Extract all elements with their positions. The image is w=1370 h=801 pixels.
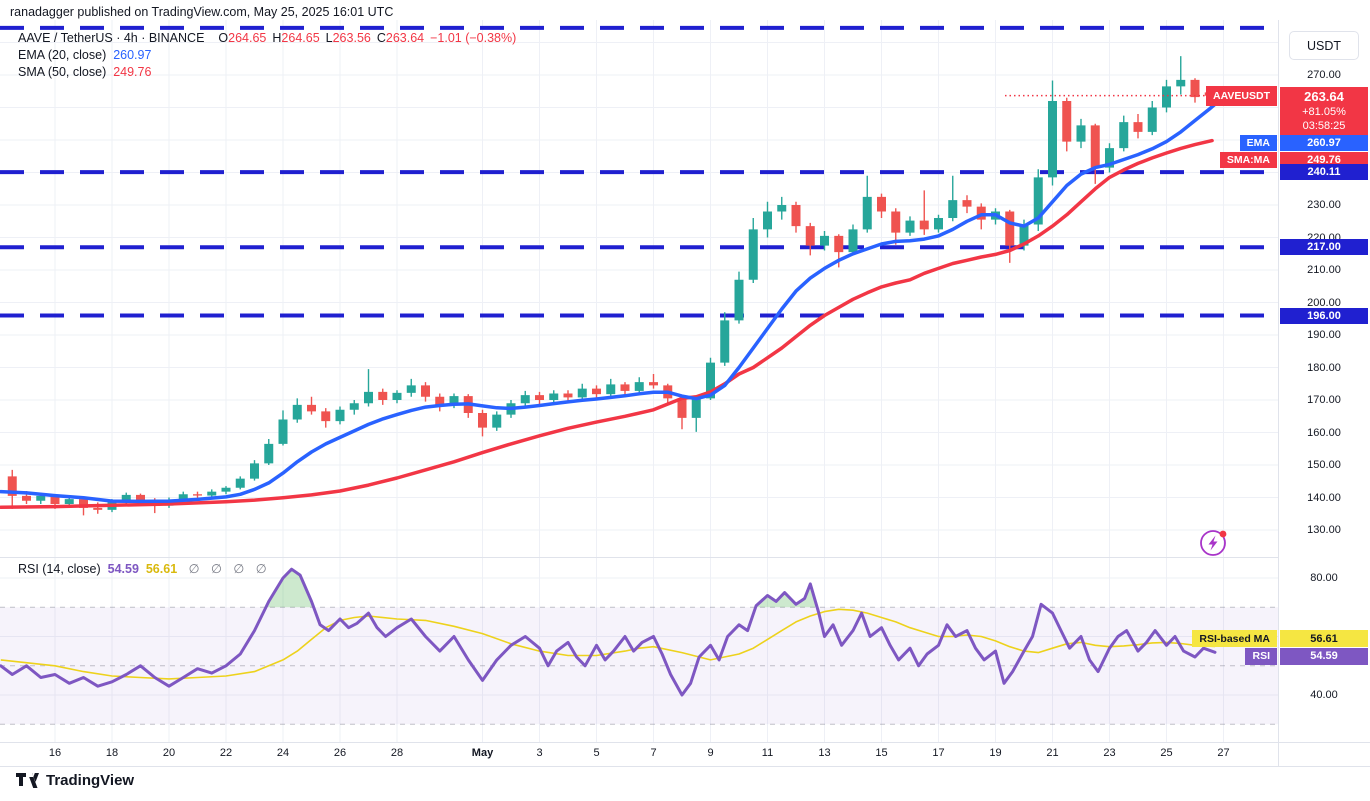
ema-value: 260.97 bbox=[113, 48, 152, 62]
price-tick: 170.00 bbox=[1307, 394, 1341, 406]
time-tick: 22 bbox=[219, 747, 233, 759]
level-axis-badge: 240.11 bbox=[1280, 164, 1368, 181]
published-header: ranadagger published on TradingView.com,… bbox=[10, 5, 394, 19]
time-tick: 18 bbox=[105, 747, 119, 759]
rsi-overbought-fill bbox=[265, 569, 314, 608]
sma-line-label: SMA:MA bbox=[1219, 151, 1277, 168]
rsi-line-label: RSI bbox=[1245, 647, 1277, 665]
time-tick: 7 bbox=[650, 747, 657, 759]
ema-axis-badge: 260.97 bbox=[1280, 135, 1368, 151]
sma-value: 249.76 bbox=[113, 65, 152, 79]
time-tick: 26 bbox=[333, 747, 347, 759]
price-tick: 150.00 bbox=[1307, 459, 1341, 471]
rsi-tick: 80.00 bbox=[1310, 572, 1338, 584]
time-tick: 5 bbox=[593, 747, 600, 759]
change-value: −1.01 (−0.38%) bbox=[430, 31, 517, 45]
symbol-title: AAVE / TetherUS · 4h · BINANCE bbox=[18, 31, 205, 45]
ema-label: EMA (20, close) bbox=[18, 48, 107, 62]
sma-axis-badge: 249.76 bbox=[1280, 151, 1368, 168]
rsi-ma-line-label: RSI-based MA bbox=[1192, 630, 1277, 647]
price-tick: 210.00 bbox=[1307, 264, 1341, 276]
last-price-badge: 263.64 +81.05% 03:58:25 bbox=[1280, 87, 1368, 135]
rsi-placeholder-icons: ∅ ∅ ∅ ∅ bbox=[188, 562, 271, 576]
footer-divider bbox=[0, 766, 1370, 767]
time-tick: May bbox=[471, 747, 494, 759]
price-tick: 180.00 bbox=[1307, 361, 1341, 374]
time-tick: 20 bbox=[162, 747, 176, 759]
rsi-ma-axis-badge: 56.61 bbox=[1280, 630, 1368, 647]
sma-label: SMA (50, close) bbox=[18, 65, 107, 79]
price-tick: 160.00 bbox=[1307, 426, 1341, 439]
tradingview-mark-icon bbox=[16, 773, 39, 788]
sma-legend[interactable]: SMA (50, close) 249.76 bbox=[18, 65, 151, 79]
ema-legend[interactable]: EMA (20, close) 260.97 bbox=[18, 48, 151, 62]
tradingview-wordmark: TradingView bbox=[46, 772, 135, 789]
rsi-label: RSI (14, close) bbox=[18, 562, 101, 576]
price-tick: 230.00 bbox=[1307, 199, 1341, 211]
time-scale[interactable]: 16 18 20 22 24 26 28 May 3 5 7 9 11 13 15 17 19 21 23 25 27 bbox=[0, 743, 1278, 766]
time-tick: 9 bbox=[707, 747, 714, 759]
price-tick: 140.00 bbox=[1307, 491, 1341, 504]
last-price-value: 263.64 bbox=[1304, 89, 1344, 104]
time-tick: 17 bbox=[932, 747, 945, 759]
time-tick: 15 bbox=[875, 747, 888, 759]
tradingview-logo[interactable]: TradingView bbox=[16, 772, 134, 789]
price-tick: 190.00 bbox=[1307, 329, 1341, 341]
rsi-line bbox=[0, 567, 1217, 697]
rsi-legend[interactable]: RSI (14, close) 54.59 56.61 ∅ ∅ ∅ ∅ bbox=[18, 561, 271, 576]
rsi-band bbox=[0, 607, 1278, 725]
time-tick: 28 bbox=[390, 747, 404, 759]
time-tick: 25 bbox=[1160, 747, 1173, 759]
ohlc-item: H264.65 bbox=[272, 31, 320, 45]
rsi-tick: 40.00 bbox=[1310, 689, 1338, 701]
time-tick: 27 bbox=[1217, 747, 1230, 759]
ema20-line bbox=[0, 102, 1217, 504]
time-tick: 13 bbox=[818, 747, 831, 759]
sma50-line bbox=[0, 138, 1214, 510]
ema-line-label: EMA bbox=[1239, 135, 1277, 151]
time-tick: 24 bbox=[276, 747, 290, 759]
change-percent: +81.05% bbox=[1302, 106, 1346, 118]
price-tick: 200.00 bbox=[1307, 296, 1341, 309]
time-tick: 3 bbox=[536, 747, 543, 759]
time-tick: 19 bbox=[989, 747, 1002, 759]
time-tick: 11 bbox=[761, 747, 774, 759]
price-tick: 130.00 bbox=[1307, 524, 1341, 536]
level-axis-badge: 217.00 bbox=[1280, 239, 1368, 256]
time-axis-divider bbox=[0, 742, 1370, 743]
time-tick: 16 bbox=[48, 747, 62, 759]
currency-toggle-button[interactable]: USDT bbox=[1289, 31, 1359, 60]
ohlc-item: C263.64 bbox=[376, 31, 425, 45]
rsi-ma-value: 56.61 bbox=[145, 562, 178, 576]
flash-ideas-icon[interactable] bbox=[1197, 526, 1231, 560]
ohlc-item: O264.65 bbox=[218, 31, 267, 45]
axis-divider bbox=[1278, 20, 1279, 766]
price-scale[interactable]: USDT 270.00 230.00 220.00 210.00 200.00 190.0… bbox=[1278, 0, 1370, 766]
candles bbox=[7, 56, 1214, 516]
symbol-price-label: AAVEUSDT bbox=[1206, 86, 1277, 106]
symbol-legend[interactable]: AAVE / TetherUS · 4h · BINANCE O264.65 H26… bbox=[18, 31, 516, 45]
time-tick: 21 bbox=[1046, 747, 1059, 759]
rsi-axis-badge: 54.59 bbox=[1280, 647, 1368, 665]
pane-separator[interactable] bbox=[0, 557, 1278, 558]
bar-countdown: 03:58:25 bbox=[1302, 120, 1346, 132]
time-tick: 23 bbox=[1103, 747, 1116, 759]
price-tick: 270.00 bbox=[1307, 69, 1341, 81]
notification-dot bbox=[1219, 530, 1227, 538]
level-axis-badge: 196.00 bbox=[1280, 307, 1368, 324]
ohlc-item: L263.56 bbox=[325, 31, 371, 45]
rsi-value: 54.59 bbox=[107, 562, 139, 576]
chart-canvas[interactable] bbox=[0, 0, 1278, 742]
